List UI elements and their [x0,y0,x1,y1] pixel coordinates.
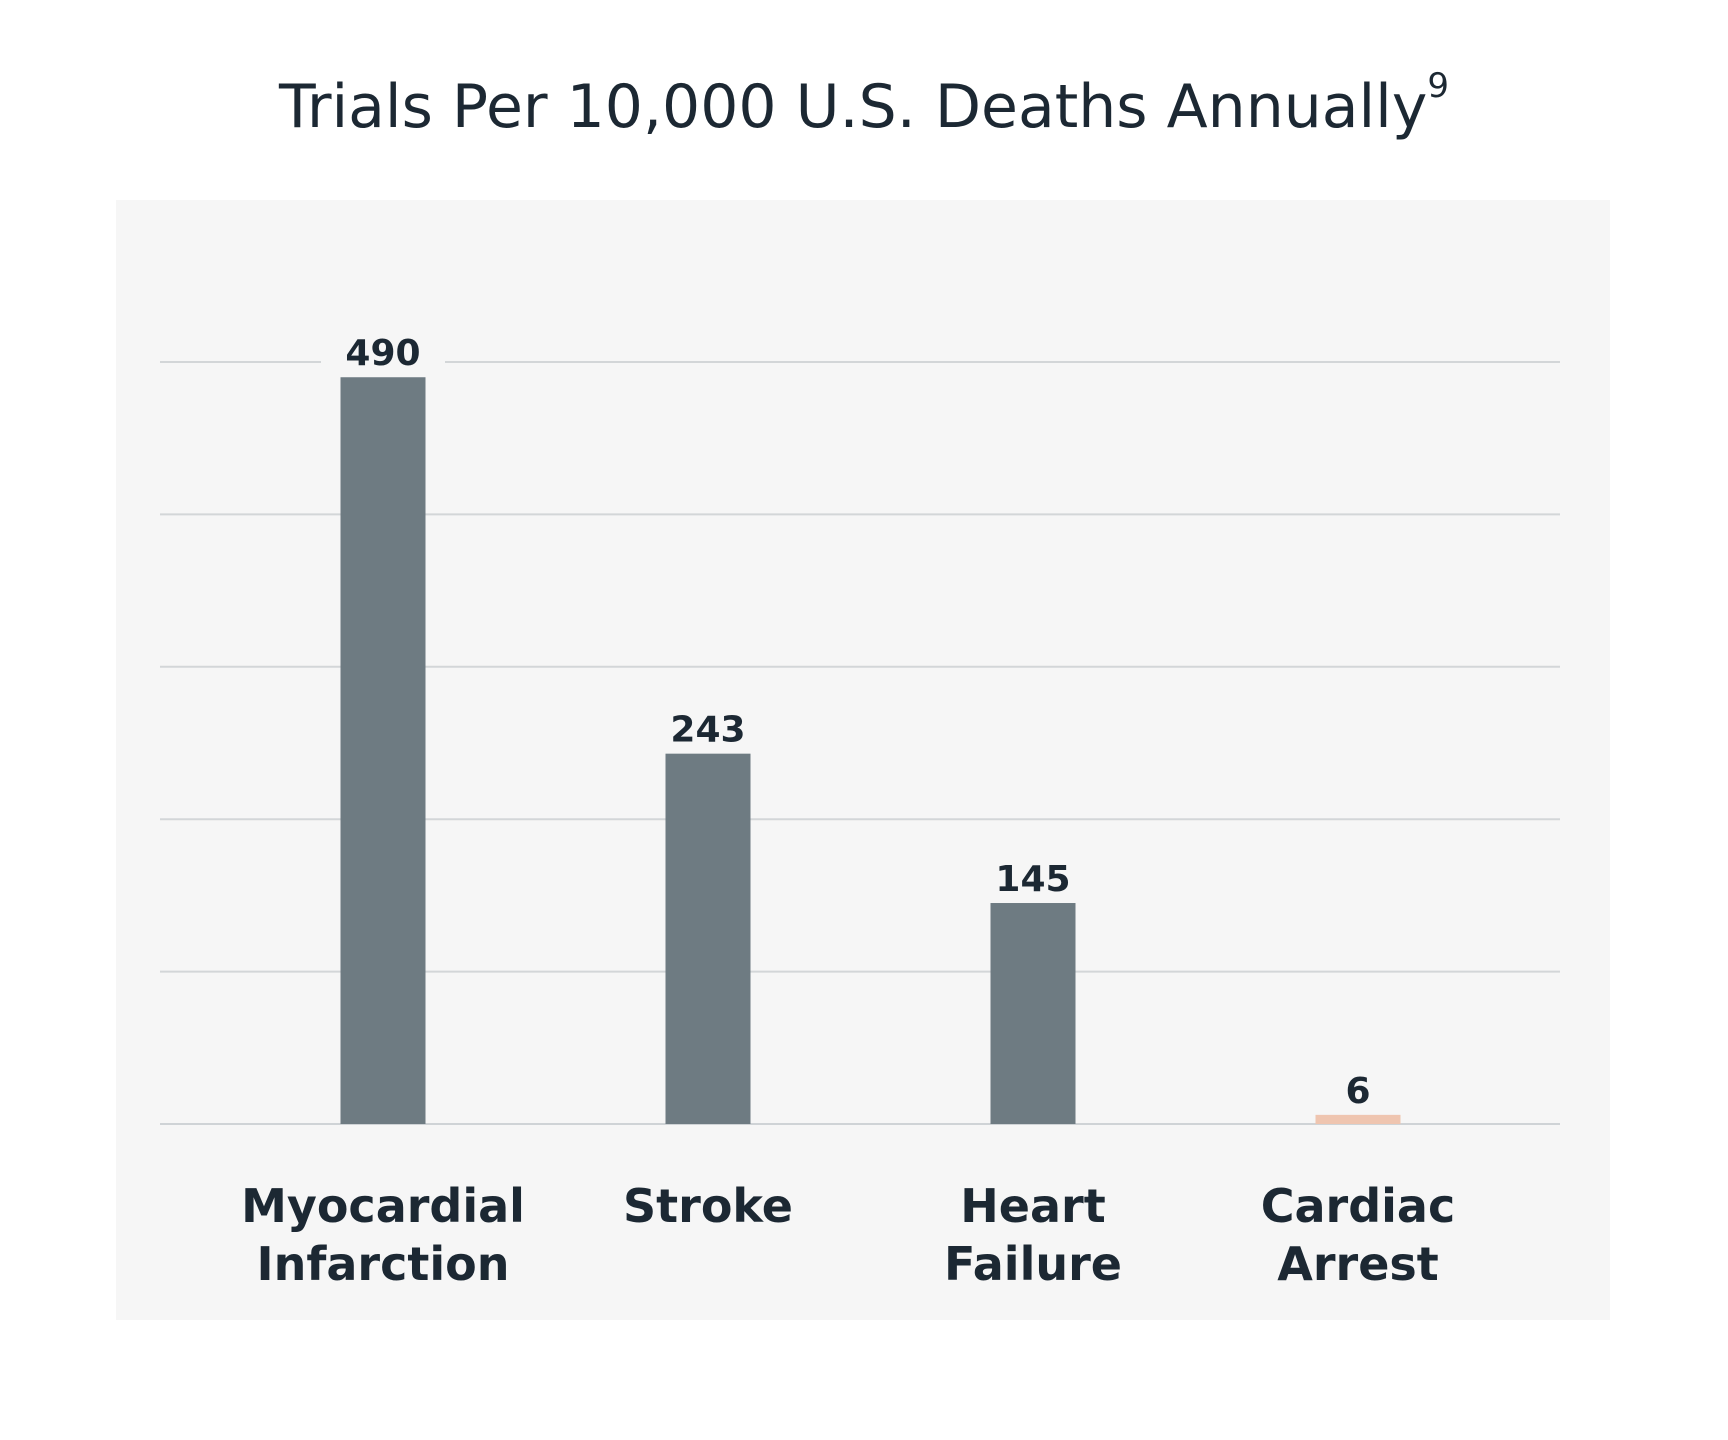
value-label-background [1296,1068,1420,1109]
bars [340,377,1401,1124]
chart-title-text: Trials Per 10,000 U.S. Deaths Annually [278,72,1428,142]
value-label-background [321,331,445,372]
category-label: Arrest [1277,1237,1439,1291]
category-label: Stroke [623,1179,793,1233]
chart-title: Trials Per 10,000 U.S. Deaths Annually9 [0,66,1728,142]
value-labels: 490 243 145 6 [321,331,1420,1112]
bar [665,753,751,1124]
bar [1315,1114,1401,1124]
category-label: Heart [960,1179,1105,1233]
value-label: 145 [995,859,1070,900]
value-label: 243 [670,710,745,751]
category-label: Cardiac [1261,1179,1456,1233]
value-label-background [646,707,770,748]
category-label: Myocardial [241,1179,525,1233]
bar [990,903,1076,1124]
value-label: 6 [1345,1071,1370,1112]
value-label: 490 [345,333,420,374]
value-label-background [971,857,1095,898]
chart-title-footnote-marker: 9 [1427,66,1450,106]
category-label: Failure [944,1237,1122,1291]
category-label: Infarction [257,1237,510,1291]
bar [340,377,426,1124]
